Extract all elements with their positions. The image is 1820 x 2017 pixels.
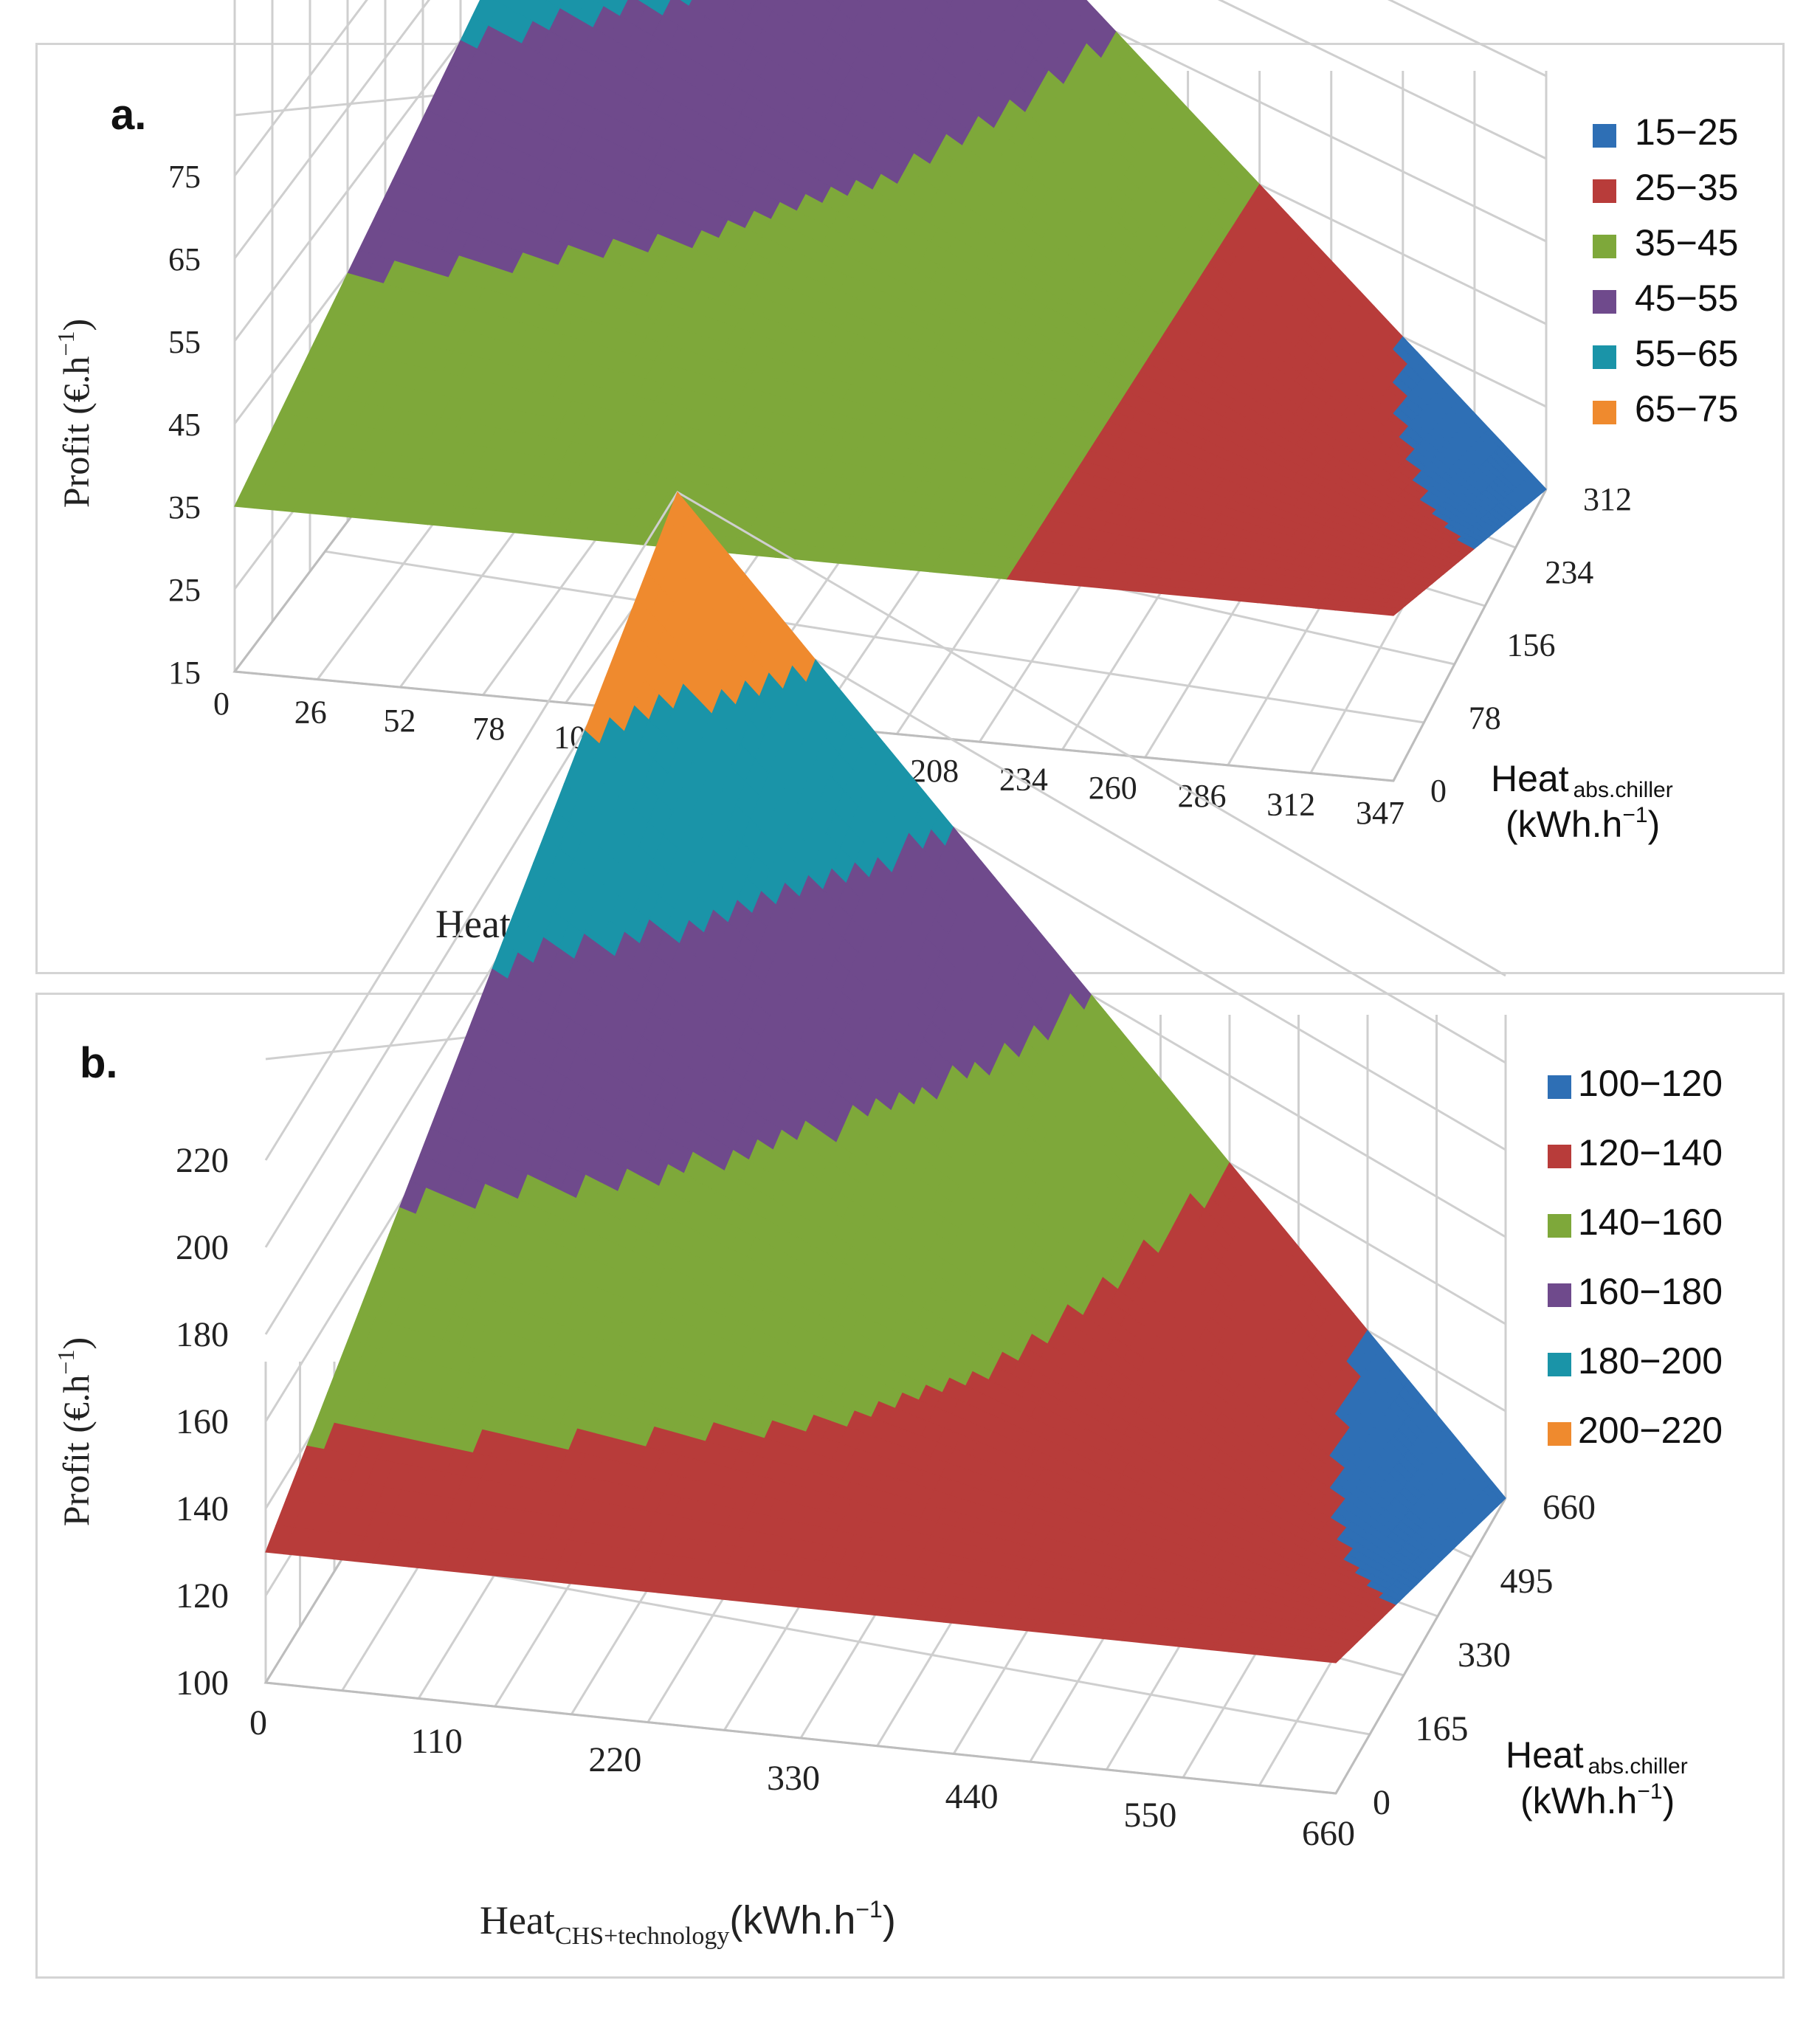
z-tick-label: 120: [176, 1576, 229, 1616]
legend-label: 120−140: [1578, 1132, 1723, 1173]
surface: [265, 491, 1506, 1663]
legend-swatch: [1548, 1422, 1571, 1446]
z-tick-label: 45: [168, 407, 201, 443]
legend-label: 35−45: [1635, 222, 1738, 263]
z-tick-label: 35: [168, 489, 201, 525]
legend-label: 45−55: [1635, 277, 1738, 319]
grid-line: [233, 0, 1547, 259]
legend-swatch: [1548, 1353, 1571, 1376]
x-tick-label: 110: [411, 1722, 463, 1761]
legend-swatch: [1548, 1283, 1571, 1307]
x-tick-label: 347: [1356, 795, 1404, 831]
z-tick-label: 55: [168, 324, 201, 360]
y-tick-label: 0: [1373, 1783, 1390, 1822]
x-tick-label: 78: [472, 711, 505, 747]
x-tick-label: 440: [945, 1777, 999, 1816]
z-tick-label: 160: [176, 1402, 229, 1441]
z-tick-label: 140: [176, 1489, 229, 1528]
z-tick-label: 100: [176, 1663, 229, 1703]
x-tick-label: 0: [213, 686, 230, 722]
y-axis-title: Heat abs.chiller: [1491, 758, 1673, 802]
x-tick-label: 550: [1123, 1796, 1176, 1835]
z-tick-label: 15: [168, 655, 201, 691]
legend-swatch: [1593, 124, 1616, 148]
y-tick-label: 312: [1583, 481, 1632, 517]
panel-label: a.: [111, 91, 146, 139]
x-tick-label: 260: [1089, 770, 1137, 806]
legend-label: 180−200: [1578, 1340, 1723, 1382]
grid-line: [325, 550, 1424, 724]
x-tick-label: 330: [767, 1759, 820, 1798]
z-tick-label: 200: [176, 1228, 229, 1267]
legend-swatch: [1593, 401, 1616, 424]
x-tick-label: 0: [249, 1703, 267, 1742]
legend-label: 15−25: [1635, 111, 1738, 153]
legend-swatch: [1593, 179, 1616, 203]
y-tick-label: 156: [1507, 627, 1556, 663]
z-axis-title: Profit (€.h−1): [52, 1337, 97, 1526]
legend-swatch: [1548, 1145, 1571, 1168]
y-axis-title-unit: (kWh.h−1): [1506, 803, 1660, 845]
y-tick-label: 660: [1542, 1488, 1596, 1527]
legend-label: 25−35: [1635, 167, 1738, 208]
x-axis-title: HeatCHS+technology(kWh.h−1): [480, 1896, 896, 1950]
z-tick-label: 25: [168, 572, 201, 608]
x-tick-label: 312: [1266, 787, 1315, 823]
y-tick-label: 165: [1416, 1709, 1469, 1748]
legend: 15−25 25−35 35−45 45−55 55−65 65−75: [1593, 111, 1738, 430]
z-axis-title: Profit (€.h−1): [52, 319, 97, 508]
legend-swatch: [1593, 345, 1616, 369]
legend-label: 100−120: [1578, 1063, 1723, 1104]
x-tick-label: 220: [588, 1740, 641, 1779]
z-tick-label: 220: [176, 1141, 229, 1180]
chart-panel-a: 1525354555657502652781041301561822082342…: [52, 0, 1738, 954]
legend-label: 140−160: [1578, 1201, 1723, 1243]
legend-swatch: [1548, 1075, 1571, 1099]
y-tick-label: 234: [1545, 554, 1593, 590]
z-tick-label: 180: [176, 1315, 229, 1354]
z-tick-label: 65: [168, 241, 201, 277]
legend-label: 55−65: [1635, 333, 1738, 374]
legend-swatch: [1593, 235, 1616, 258]
y-tick-label: 0: [1430, 773, 1447, 809]
legend-label: 200−220: [1578, 1410, 1723, 1451]
legend-label: 160−180: [1578, 1271, 1723, 1312]
y-tick-label: 495: [1500, 1562, 1554, 1601]
legend-swatch: [1548, 1214, 1571, 1238]
y-tick-label: 330: [1458, 1635, 1511, 1675]
legend: 100−120 120−140 140−160 160−180 180−200 200−2…: [1548, 1063, 1723, 1451]
surface: [234, 0, 1547, 616]
x-tick-label: 52: [384, 703, 416, 739]
panel-label: b.: [80, 1039, 118, 1087]
x-tick-label: 660: [1302, 1814, 1355, 1853]
z-tick-label: 75: [168, 159, 201, 195]
legend-swatch: [1593, 290, 1616, 314]
x-tick-label: 26: [294, 694, 327, 730]
grid-line: [233, 0, 1547, 342]
legend-label: 65−75: [1635, 388, 1738, 430]
y-tick-label: 78: [1469, 700, 1501, 736]
